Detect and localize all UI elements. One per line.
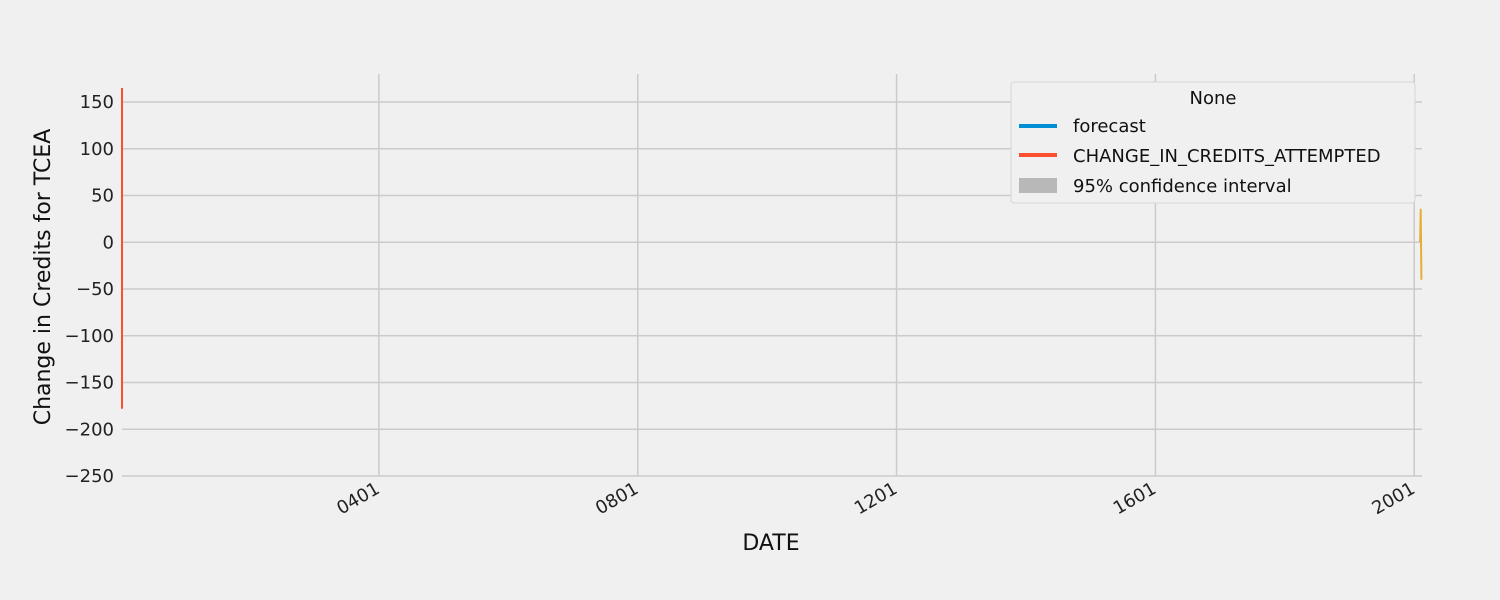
series-line-forecast — [1419, 208, 1423, 280]
x-tick-label: 2001 — [1369, 478, 1419, 519]
y-tick-label: −50 — [76, 279, 114, 300]
y-tick-label: −200 — [65, 419, 114, 440]
x-tick-label: 0401 — [333, 478, 383, 519]
legend-title: None — [1190, 88, 1237, 109]
y-tick-label: 0 — [103, 232, 114, 253]
legend-label-confidence: 95% confidence interval — [1073, 176, 1292, 197]
y-tick-label: −250 — [65, 466, 114, 487]
y-tick-label: 100 — [80, 139, 114, 160]
y-axis-label: Change in Credits for TCEA — [31, 129, 56, 426]
x-tick-label: 0801 — [592, 478, 642, 519]
x-axis-label: DATE — [742, 531, 799, 556]
legend-label-change-in-credits: CHANGE_IN_CREDITS_ATTEMPTED — [1073, 146, 1381, 167]
y-tick-label: −150 — [65, 373, 114, 394]
x-tick-label: 1201 — [851, 478, 901, 519]
plot-area — [121, 88, 1423, 409]
x-tick-label: 1601 — [1110, 478, 1160, 519]
grid — [122, 74, 1422, 477]
legend-box — [1010, 81, 1416, 204]
y-tick-label: −100 — [65, 326, 114, 347]
legend: None forecast CHANGE_IN_CREDITS_ATTEMPTE… — [1010, 81, 1416, 204]
y-tick-label: 50 — [91, 186, 114, 207]
legend-swatch-confidence — [1019, 178, 1057, 193]
y-tick-label: 150 — [80, 92, 114, 113]
legend-label-forecast: forecast — [1073, 116, 1146, 137]
